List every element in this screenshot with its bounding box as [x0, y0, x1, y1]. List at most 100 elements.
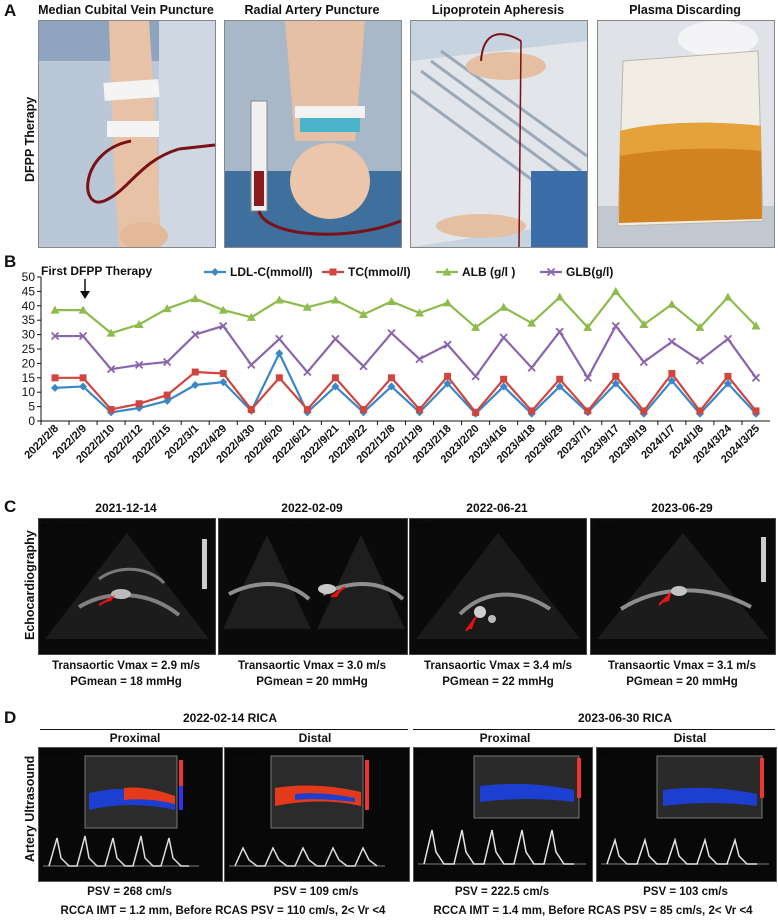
series-0-point: [611, 379, 620, 388]
y-tick-label: 0: [28, 414, 35, 428]
series-line-2: [55, 289, 757, 335]
series-2-point: [106, 328, 116, 337]
legend-label: LDL-C(mmol/l): [230, 265, 313, 279]
echo-pg-4: PGmean = 20 mmHg: [626, 676, 738, 688]
series-3-point: [275, 334, 284, 344]
svg-text:Canon: Canon: [600, 751, 613, 756]
legend-label: ALB (g/l ): [462, 265, 515, 279]
series-3-point: [751, 373, 761, 382]
y-tick-label: 45: [22, 284, 36, 298]
series-3-point: [387, 329, 396, 338]
series-3-point: [443, 340, 452, 349]
series-1-point: [640, 407, 648, 415]
us-psv-g2-proximal: PSV = 222.5 cm/s: [454, 886, 550, 898]
series-0-point: [555, 382, 564, 391]
us-g2-proximal-label: Proximal: [479, 731, 531, 745]
dfpp-row-label: DFPP Therapy: [23, 96, 37, 182]
legend-marker: [442, 267, 452, 276]
series-3-point: [471, 372, 480, 381]
series-2-point: [443, 298, 453, 307]
series-3-point: [106, 365, 116, 374]
series-2-point: [274, 295, 284, 304]
echo-image-4: Adult Echo: [590, 518, 776, 655]
series-0-point: [219, 378, 228, 387]
series-3-point: [219, 321, 228, 331]
series-0-point: [275, 349, 284, 358]
series-2-point: [358, 309, 368, 318]
panel-label-c: C: [4, 497, 17, 516]
echo-date-2: 2022-02-09: [281, 501, 343, 515]
echo-vmax-2: Transaortic Vmax = 3.0 m/s: [238, 660, 386, 672]
series-1-point: [135, 400, 143, 408]
echo-image-3: PHILIPS: [409, 518, 587, 655]
y-tick-label: 5: [28, 400, 35, 414]
us-group2-title: 2023-06-30 RICA: [577, 711, 673, 725]
echo-date-1: 2021-12-14: [95, 501, 157, 515]
series-1-point: [528, 407, 536, 415]
series-2-point: [499, 302, 509, 311]
us-group1-title: 2022-02-14 RICA: [182, 711, 278, 725]
series-1-point: [51, 374, 59, 382]
series-3-point: [247, 360, 256, 369]
series-2-point: [415, 308, 425, 317]
series-1-point: [331, 374, 339, 382]
y-tick-label: 20: [22, 356, 36, 370]
series-1-point: [612, 372, 620, 380]
series-2-point: [695, 322, 705, 331]
svg-text:Adult Echo: Adult Echo: [595, 523, 620, 528]
panel-label-b: B: [4, 252, 17, 271]
us-psv-g1-distal: PSV = 109 cm/s: [273, 886, 359, 898]
series-0-point: [51, 383, 60, 392]
series-1-point: [79, 374, 87, 382]
echo-row-label: Echocardiography: [23, 530, 37, 640]
series-2-point: [218, 305, 228, 314]
series-1-point: [724, 372, 732, 380]
us-image-g1-proximal: Vasc Carotid: [38, 747, 223, 882]
annotation-arrow: [80, 279, 90, 299]
series-0-point: [135, 404, 144, 413]
series-2-point: [190, 294, 200, 303]
us-g2-summary: RCCA IMT = 1.4 mm, Before RCAS PSV = 85 …: [433, 905, 753, 917]
legend-label: GLB(g/l): [566, 265, 613, 279]
ultrasound-row-label: Artery Ultrasound: [23, 755, 37, 862]
series-2-point: [78, 305, 88, 314]
series-2-point: [639, 320, 649, 329]
series-1-point: [472, 408, 480, 416]
us-psv-g1-proximal: PSV = 268 cm/s: [87, 886, 172, 898]
svg-text:PHILIPS: PHILIPS: [414, 523, 431, 528]
panel-label-d: D: [4, 708, 17, 727]
series-2-point: [134, 320, 144, 329]
photo-title-plasma: Plasma Discarding: [629, 3, 741, 17]
photo-title-radial-artery: Radial Artery Puncture: [244, 3, 380, 17]
series-1-point: [359, 405, 367, 413]
series-2-point: [246, 312, 256, 321]
svg-text:Vasc Carotid: Vasc Carotid: [42, 751, 71, 756]
photo-title-apheresis: Lipoprotein Apheresis: [431, 3, 565, 17]
svg-text:Vasc Carotid: Vasc Carotid: [228, 751, 257, 756]
legend-marker: [211, 268, 219, 276]
photo-title-median-cubital: Median Cubital Vein Puncture: [38, 3, 214, 17]
echo-vmax-1: Transaortic Vmax = 2.9 m/s: [52, 660, 200, 672]
series-2-point: [50, 305, 60, 314]
y-tick-label: 40: [22, 299, 36, 313]
series-3-point: [667, 337, 677, 346]
y-tick-label: 15: [22, 371, 36, 385]
echo-image-2: Adult Echo: [218, 518, 408, 655]
series-2-point: [583, 322, 593, 331]
series-1-point: [303, 405, 311, 413]
panel-label-a: A: [4, 1, 17, 20]
us-g1-proximal-label: Proximal: [109, 731, 161, 745]
series-0-point: [79, 382, 88, 391]
series-1-point: [556, 375, 564, 383]
series-line-0: [54, 350, 757, 416]
lipid-protein-line-chart: 0 5 10 15 20 25 30 35 40 45 50 2022/2/8 2022/2/9 202…: [0, 258, 778, 520]
series-0-point: [191, 381, 200, 389]
us-image-g2-proximal: Canon: [413, 747, 593, 882]
series-1-point: [668, 369, 676, 377]
legend-marker: [329, 268, 337, 276]
series-3-point: [695, 356, 705, 365]
series-0-point: [163, 396, 172, 405]
series-3-point: [415, 354, 424, 364]
series-3-point: [359, 362, 368, 371]
